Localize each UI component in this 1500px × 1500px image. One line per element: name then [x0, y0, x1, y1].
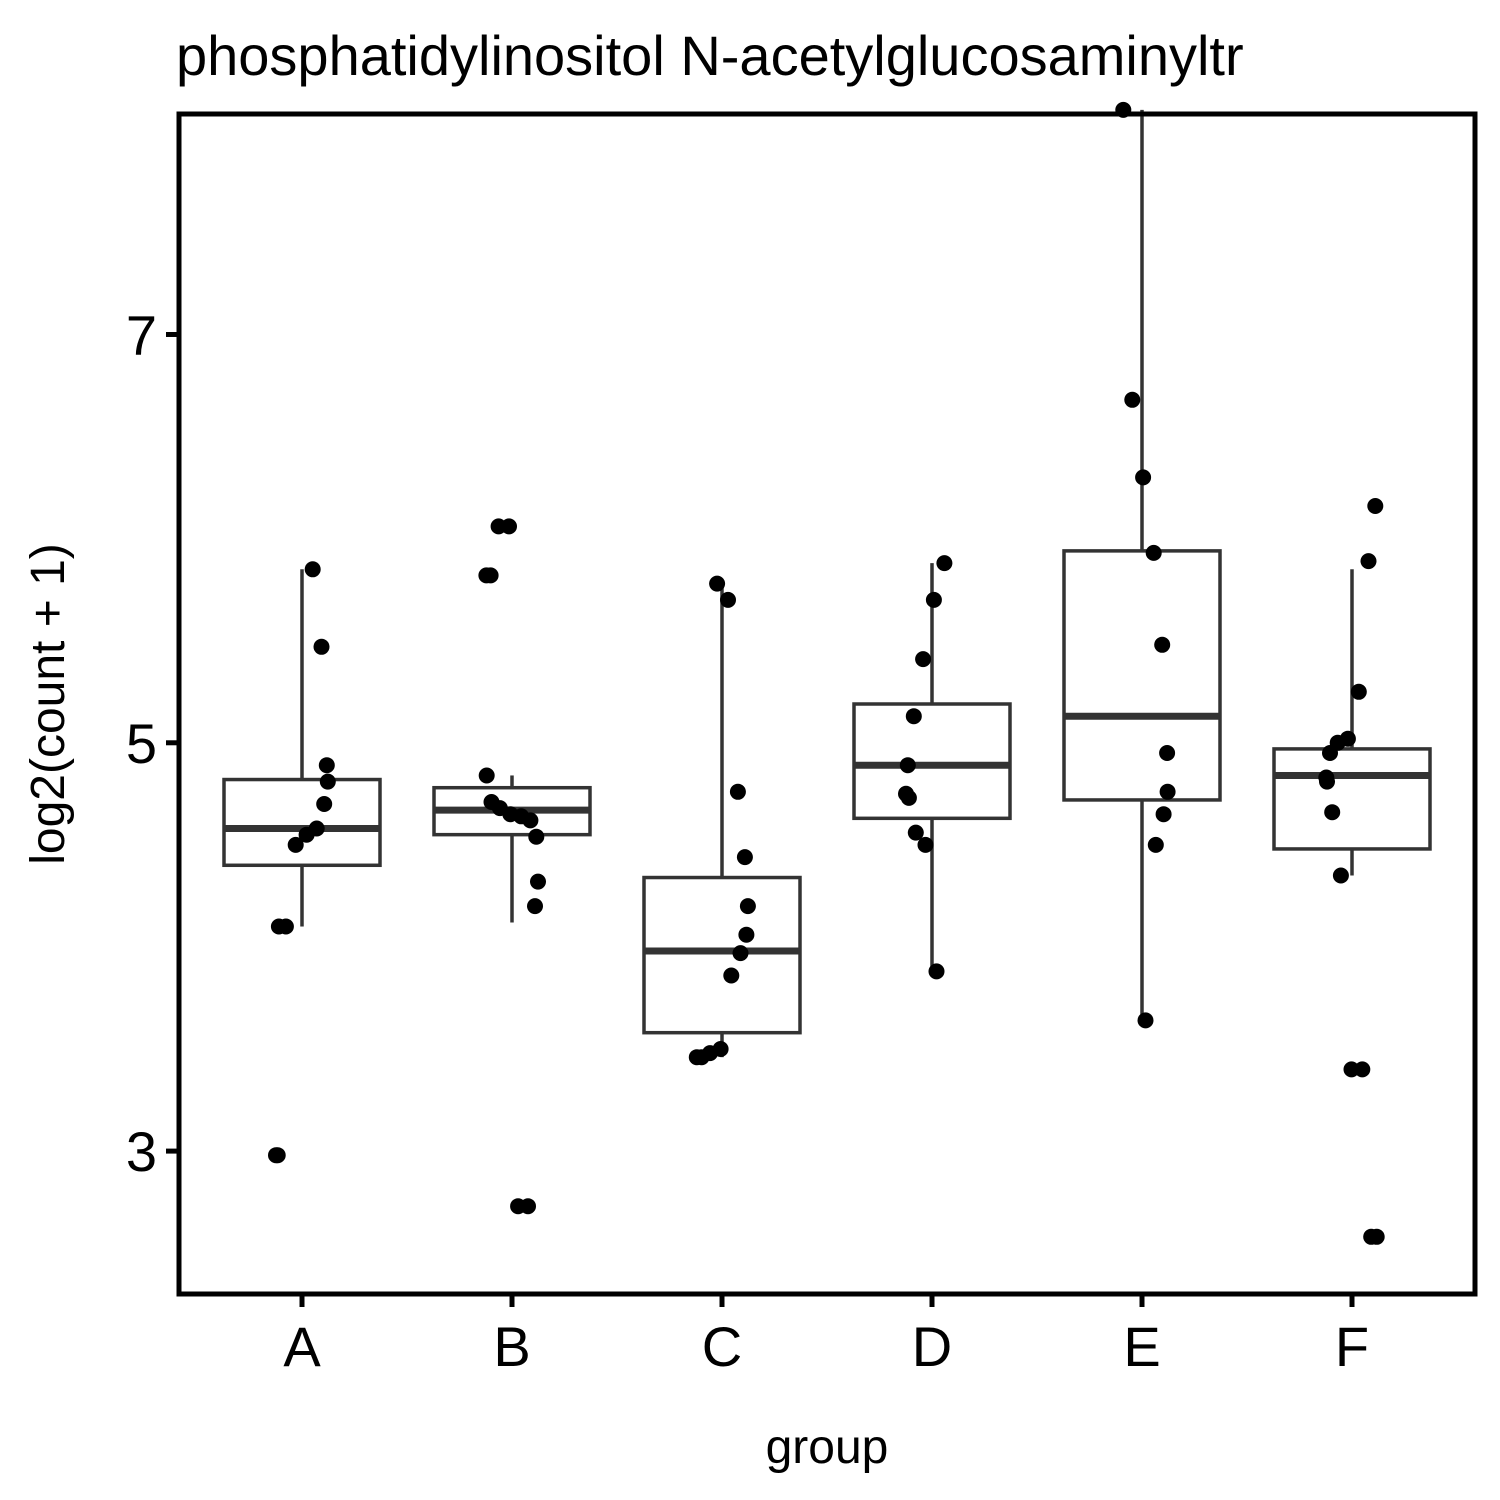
data-point	[729, 783, 746, 800]
data-point	[478, 567, 495, 584]
data-point	[1145, 544, 1162, 561]
box-iqr	[1062, 549, 1222, 802]
y-tick-label: 7	[126, 303, 157, 366]
data-point	[907, 824, 924, 841]
box-F	[1272, 569, 1432, 876]
y-tick-label: 5	[126, 712, 157, 775]
data-point	[739, 898, 756, 915]
data-point	[522, 812, 539, 829]
data-point	[1159, 745, 1176, 761]
data-point	[1147, 836, 1164, 853]
x-tick-label: A	[283, 1315, 321, 1378]
y-axis-title: log2(count + 1)	[22, 543, 75, 865]
points-E	[1115, 101, 1176, 1029]
data-point	[738, 926, 755, 943]
x-axis-title: group	[766, 1421, 889, 1474]
box-D	[852, 563, 1012, 972]
data-point	[917, 836, 934, 853]
data-point	[732, 945, 749, 962]
box-B	[432, 775, 592, 923]
data-point	[530, 873, 546, 890]
data-point	[1324, 804, 1341, 821]
data-point	[478, 767, 495, 784]
data-point	[319, 773, 336, 790]
plot-frame	[176, 111, 1478, 1297]
data-point	[1332, 867, 1349, 884]
points-D	[898, 555, 953, 980]
data-point	[1159, 783, 1176, 800]
data-point	[723, 967, 740, 984]
points-F	[1318, 498, 1385, 1245]
data-point	[1135, 469, 1152, 486]
y-tick-label: 3	[126, 1120, 157, 1183]
data-point	[905, 708, 922, 725]
data-point	[1354, 1061, 1371, 1078]
x-tick-label: C	[702, 1315, 742, 1378]
data-point	[1368, 1228, 1385, 1245]
x-tick-label: B	[493, 1315, 530, 1378]
data-point	[900, 789, 917, 806]
data-point	[316, 796, 333, 812]
data-point	[1319, 773, 1335, 790]
data-point	[1155, 806, 1172, 823]
data-point	[925, 591, 942, 608]
points-A	[268, 561, 336, 1164]
x-tick-label: E	[1123, 1315, 1160, 1378]
plot-area	[222, 101, 1432, 1245]
data-point	[528, 828, 545, 845]
box-C	[642, 583, 802, 1058]
box-iqr	[642, 875, 802, 1035]
data-point	[1360, 553, 1377, 570]
box-iqr	[222, 777, 382, 868]
data-point	[915, 651, 932, 668]
data-point	[269, 1147, 286, 1164]
data-point	[688, 1049, 705, 1066]
data-point	[313, 638, 330, 655]
box-E	[1062, 109, 1222, 1021]
data-point	[510, 1198, 527, 1215]
data-point	[287, 836, 304, 853]
box-A	[222, 569, 382, 927]
data-point	[709, 575, 726, 592]
data-point	[1154, 636, 1171, 653]
data-point	[318, 757, 335, 774]
data-point	[720, 591, 736, 608]
x-tick-label: F	[1335, 1315, 1369, 1378]
points-C	[688, 575, 756, 1066]
x-tick-label: D	[912, 1315, 952, 1378]
data-point	[490, 518, 507, 535]
data-point	[1322, 745, 1338, 761]
y-axis: 3 5 7	[126, 303, 179, 1183]
data-point	[1137, 1012, 1154, 1029]
data-point	[1350, 683, 1367, 700]
data-point	[928, 963, 945, 980]
box-iqr	[852, 702, 1012, 821]
points-B	[478, 518, 546, 1215]
box-iqr	[1272, 747, 1432, 851]
data-point	[936, 555, 953, 572]
data-point	[527, 898, 543, 915]
data-point	[1124, 391, 1141, 408]
x-axis: A B C D E F	[283, 1294, 1369, 1378]
data-point	[298, 826, 315, 843]
data-point	[736, 849, 753, 866]
data-point	[899, 757, 916, 774]
data-point	[304, 561, 321, 578]
data-point	[1367, 498, 1384, 514]
chart-title: phosphatidylinositol N-acetylglucosaminy…	[176, 24, 1244, 87]
data-point	[270, 918, 287, 935]
